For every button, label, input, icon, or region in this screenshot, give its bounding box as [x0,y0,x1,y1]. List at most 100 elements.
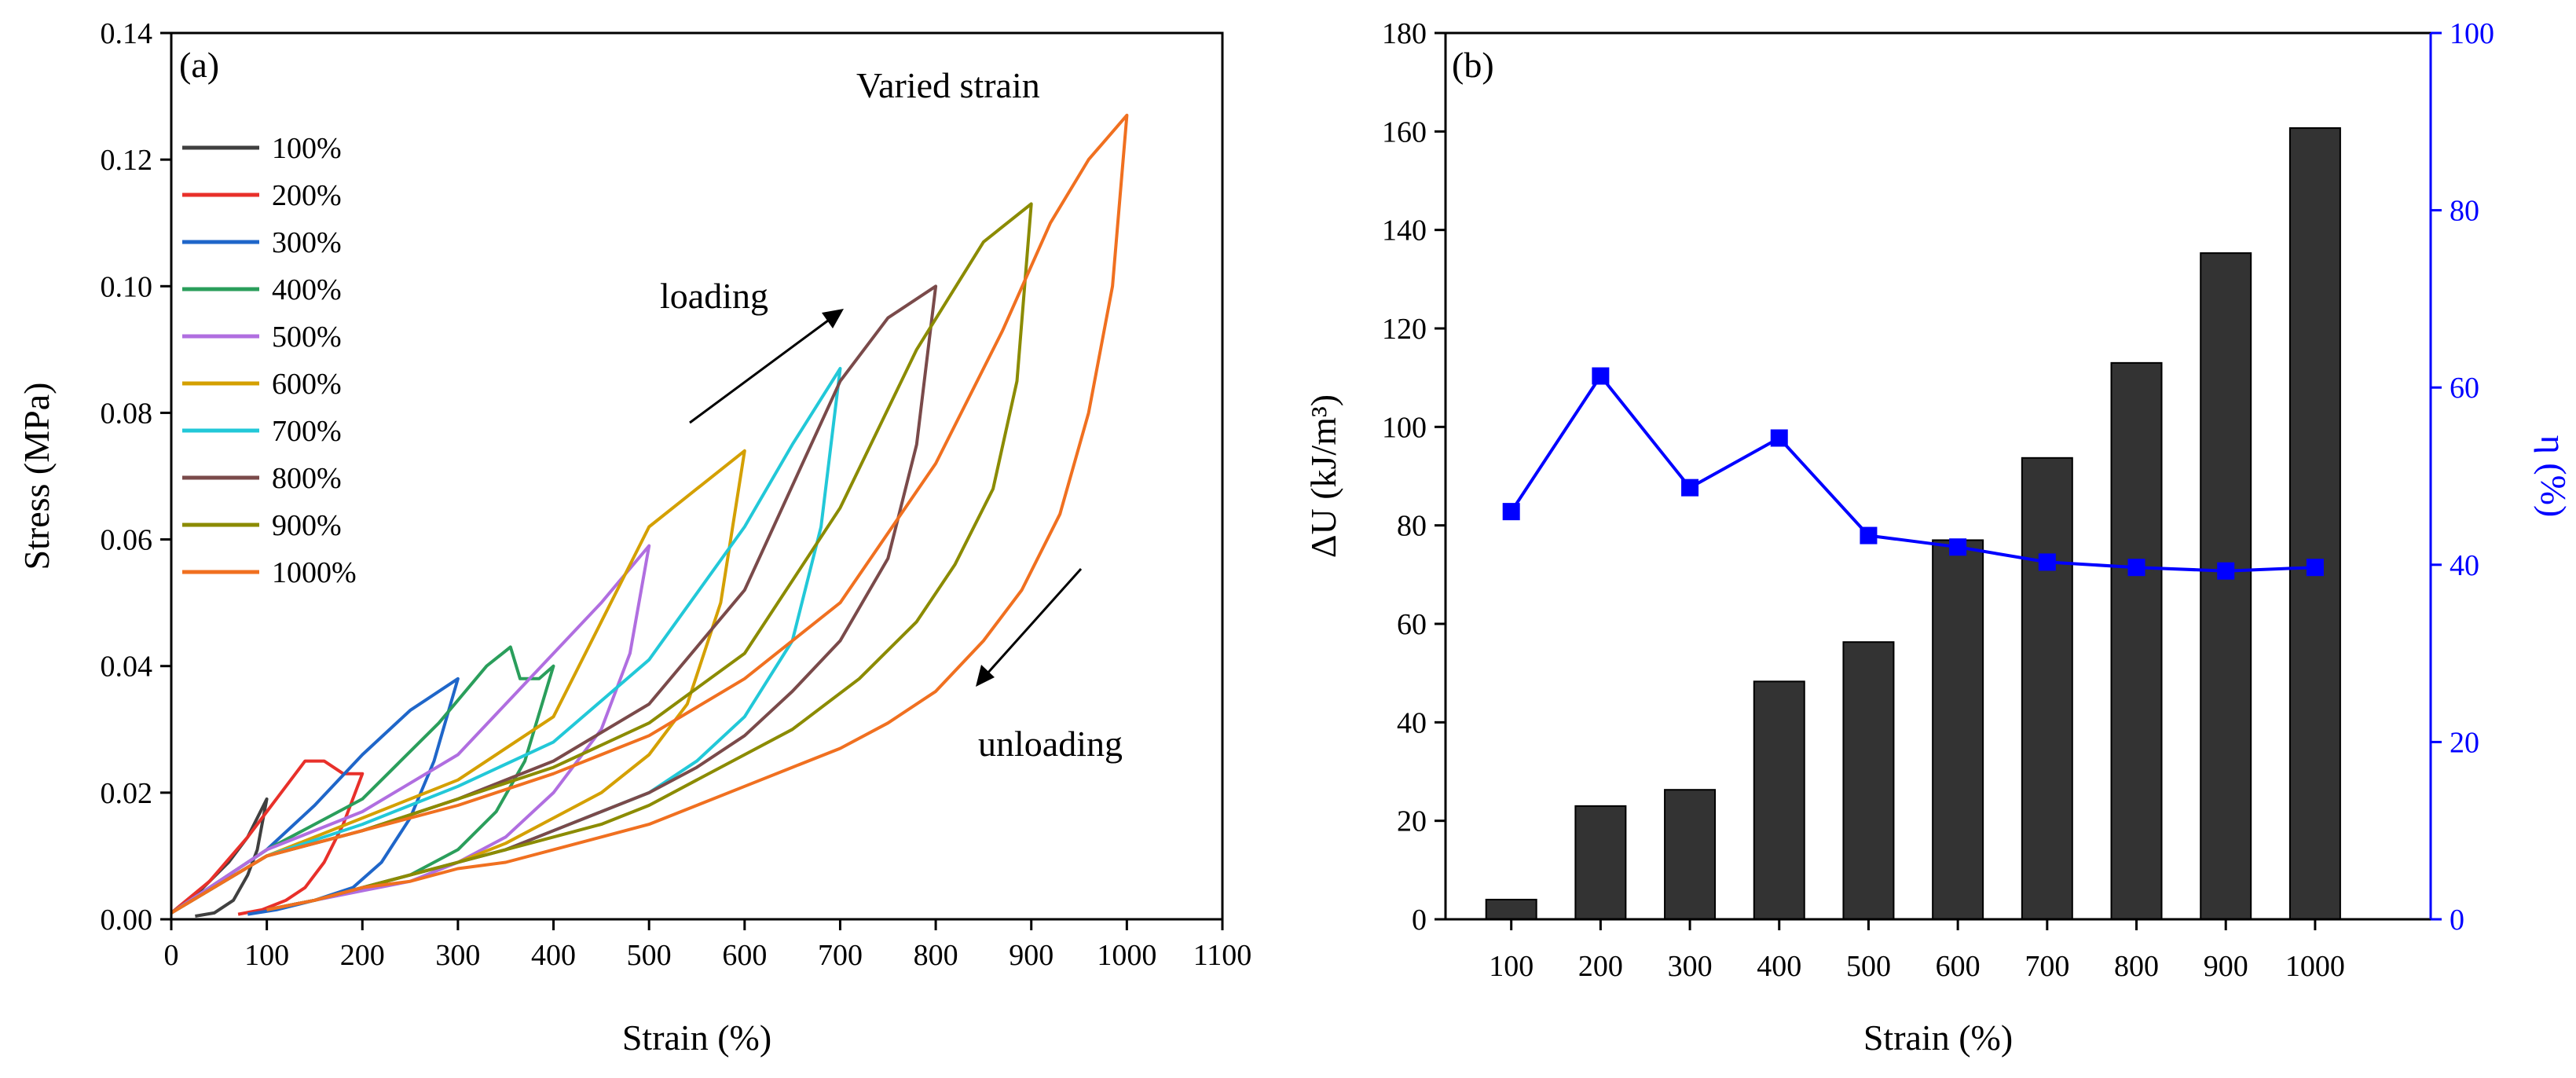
x-tick-label: 500 [1846,950,1891,983]
y-tick-label: 160 [1382,116,1427,148]
curve-900pct [170,202,1033,915]
legend-label: 300% [272,226,342,259]
y-tick-label: 0.14 [101,17,153,50]
annotation-loading: loading [660,276,768,316]
efficiency-line [1510,373,2315,573]
curve-700pct [170,367,842,915]
y-right-tick-label: 100 [2450,17,2494,50]
x-tick-label: 500 [627,939,672,972]
x-tick-label: 700 [818,939,863,972]
y-right-tick-label: 0 [2450,904,2464,937]
panel-a-legend: 100% 200% 300% 400% 500% 600% 700% 800% 900% 1000… [182,132,357,589]
efficiency-marker [1949,538,1967,556]
legend-label: 600% [272,368,342,401]
panel-b-left-y-label: ΔU (kJ/m³) [1303,394,1343,558]
y-right-tick-label: 40 [2450,549,2479,582]
loading-arrow [689,317,832,424]
bar-500 [1842,641,1895,920]
x-tick-label: 0 [164,939,179,972]
x-tick-label: 600 [722,939,767,972]
unloading-arrow [985,567,1083,676]
y-tick-label: 140 [1382,214,1427,248]
x-tick-label: 300 [1668,950,1713,983]
bar-300 [1664,789,1717,920]
x-tick-label: 1000 [1097,939,1156,972]
x-tick-label: 100 [1489,950,1534,983]
legend-label: 900% [272,509,342,542]
loading-arrowhead [822,309,844,328]
panel-a-label: (a) [179,45,219,85]
y-tick-label: 20 [1397,805,1427,838]
panel-b-bars [1485,126,2341,921]
panel-a-x-label: Strain (%) [622,1018,771,1058]
y-tick-label: 0.10 [101,270,153,303]
panel-a-plot-frame [170,31,1224,921]
bar-400 [1753,680,1805,920]
panel-a-stress-strain-chart: 0 100 200 300 400 500 600 700 800 900 1000 1100 0.0… [16,17,1251,1058]
y-tick-label: 0.00 [101,904,153,937]
efficiency-marker [1770,429,1788,447]
bar-900 [2200,252,2252,920]
efficiency-marker [1502,503,1520,521]
panel-a-x-axis: 0 100 200 300 400 500 600 700 800 900 1000 1100 [164,919,1252,972]
panel-b-energy-bar-chart: 100 200 300 400 500 600 700 800 900 1000 02040608… [1303,17,2574,1058]
y-tick-label: 40 [1397,706,1427,739]
efficiency-marker [2306,559,2324,577]
x-tick-label: 300 [435,939,480,972]
curve-200pct [170,759,365,916]
x-tick-label: 800 [914,939,958,972]
x-tick-label: 800 [2114,950,2159,983]
y-tick-label: 0 [1412,904,1427,937]
bar-100 [1485,898,1537,921]
panel-b-label: (b) [1452,45,1494,85]
y-tick-label: 80 [1397,510,1427,543]
unloading-arrowhead [976,665,995,687]
curve-400pct [170,645,555,915]
legend-label: 400% [272,273,342,306]
y-tick-label: 180 [1382,17,1427,50]
y-tick-label: 60 [1397,608,1427,641]
y-tick-label: 0.04 [101,651,153,684]
y-tick-label: 0.02 [101,777,153,810]
panel-b-efficiency-line [1502,367,2324,580]
efficiency-marker [1592,367,1610,385]
bar-600 [1932,539,1984,920]
panel-a-y-axis: 0.00 0.02 0.04 0.06 0.08 0.10 0.12 0.14 [101,17,171,937]
efficiency-marker [1681,478,1699,497]
x-tick-label: 1100 [1193,939,1252,972]
y-right-tick-label: 20 [2450,726,2479,759]
panel-a-y-label: Stress (MPa) [16,383,57,570]
efficiency-marker [1860,526,1878,544]
bar-800 [2110,361,2163,921]
legend-label: 500% [272,321,342,354]
bar-200 [1574,805,1627,921]
y-tick-label: 0.08 [101,397,153,430]
x-tick-label: 200 [340,939,385,972]
y-right-tick-label: 60 [2450,372,2479,405]
y-tick-label: 120 [1382,313,1427,346]
bar-700 [2021,456,2073,920]
x-tick-label: 1000 [2285,950,2345,983]
panel-b-x-label: Strain (%) [1863,1018,2013,1058]
efficiency-marker [2127,559,2145,577]
x-tick-label: 700 [2025,950,2069,983]
panel-b-x-axis: 100 200 300 400 500 600 700 800 900 1000 [1489,919,2345,983]
legend-label: 700% [272,415,342,448]
annotation-unloading: unloading [978,724,1123,764]
y-right-tick-label: 80 [2450,195,2479,228]
y-tick-label: 0.12 [101,144,153,177]
y-tick-label: 0.06 [101,524,153,557]
efficiency-marker [2217,562,2235,580]
panel-b-left-y-axis: 0 20 40 60 80 100 120 140 160 180 [1382,17,1446,937]
x-tick-label: 600 [1936,950,1981,983]
x-tick-label: 900 [1009,939,1053,972]
panel-b-right-y-label: η (%) [2534,435,2574,518]
legend-label: 1000% [272,556,357,589]
bar-1000 [2288,126,2341,921]
efficiency-marker [2038,553,2056,571]
x-tick-label: 200 [1578,950,1623,983]
x-tick-label: 100 [244,939,289,972]
x-tick-label: 900 [2204,950,2248,983]
x-tick-label: 400 [1757,950,1801,983]
